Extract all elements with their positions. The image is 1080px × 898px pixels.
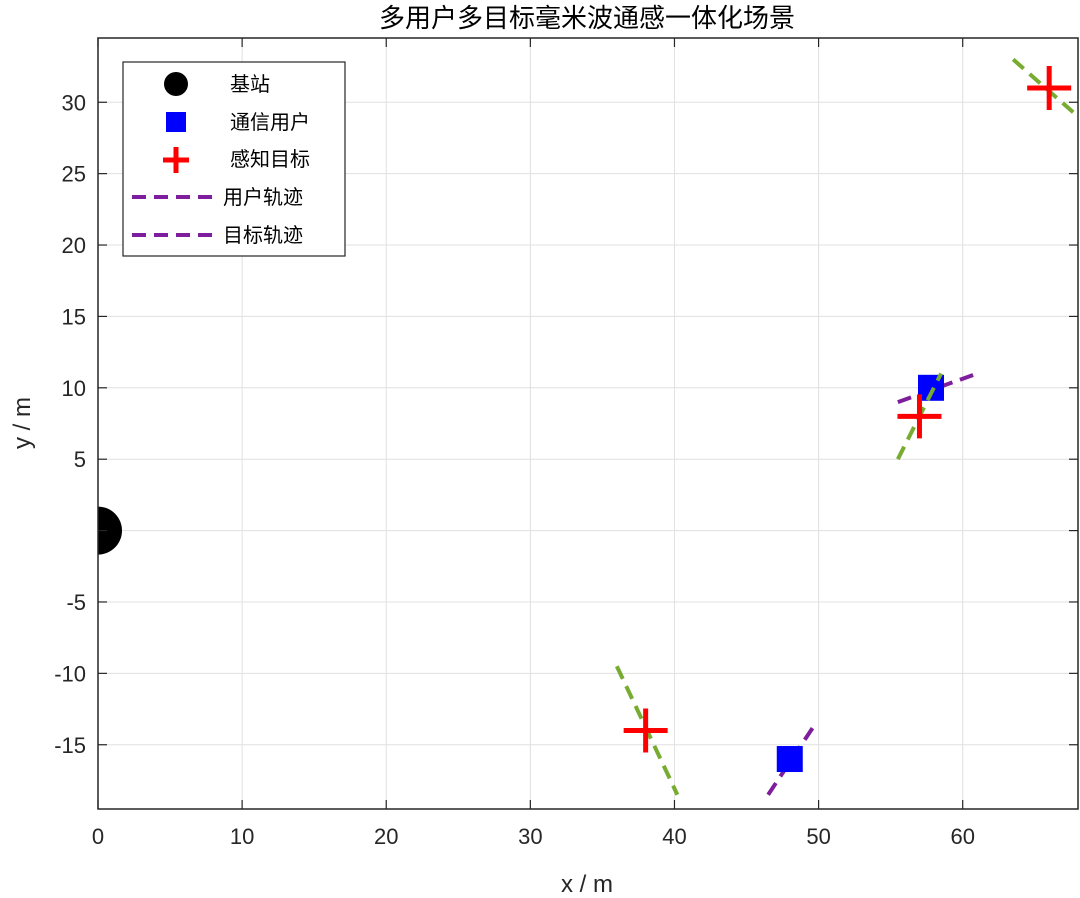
user-trajectory-line [766, 722, 818, 796]
target-trajectory-line [1011, 57, 1078, 119]
x-tick-label: 60 [950, 824, 974, 849]
x-tick-label: 10 [230, 824, 254, 849]
y-tick-label: -5 [66, 590, 86, 615]
target-marker [1027, 65, 1072, 110]
legend-label-user: 通信用户 [230, 110, 310, 134]
y-tick-label: -15 [54, 733, 86, 758]
legend-label-target-trajectory: 目标轨迹 [223, 223, 303, 247]
x-tick-label: 0 [92, 824, 104, 849]
base-station-marker [98, 506, 122, 555]
legend-box [122, 61, 346, 257]
x-tick-label: 40 [662, 824, 686, 849]
user-trajectory-line [897, 371, 978, 404]
legend-marker-base-station [164, 72, 188, 96]
y-tick-label: 5 [74, 447, 86, 472]
legend-label-target: 感知目标 [230, 147, 310, 171]
y-tick-label: 10 [62, 376, 86, 401]
legend-label-user-trajectory: 用户轨迹 [223, 185, 303, 209]
target-marker [897, 394, 942, 439]
y-tick-label: 30 [62, 90, 86, 115]
axes-box [97, 37, 1079, 810]
ticks: 0 10 20 30 40 50 60 -15 -10 -5 5 10 15 20 25 30 [54, 38, 1078, 849]
legend-marker-target [163, 147, 189, 173]
plot-area [98, 57, 1078, 796]
legend: 基站 通信用户 感知目标 用户轨迹 目标轨迹 [122, 61, 346, 257]
y-axis-label: y / m [9, 397, 36, 449]
x-tick-label: 50 [806, 824, 830, 849]
legend-label-base-station: 基站 [230, 72, 270, 96]
y-tick-label: 15 [62, 304, 86, 329]
x-axis-label: x / m [561, 871, 613, 898]
y-tick-label: 20 [62, 233, 86, 258]
chart-title: 多用户多目标毫米波通感一体化场景 [379, 4, 795, 34]
x-tick-label: 20 [374, 824, 398, 849]
target-marker [623, 708, 668, 753]
y-tick-label: 25 [62, 162, 86, 187]
y-tick-label: -10 [54, 661, 86, 686]
grid [98, 38, 1078, 809]
legend-marker-user [166, 112, 186, 132]
user-marker [776, 746, 803, 773]
x-tick-label: 30 [518, 824, 542, 849]
